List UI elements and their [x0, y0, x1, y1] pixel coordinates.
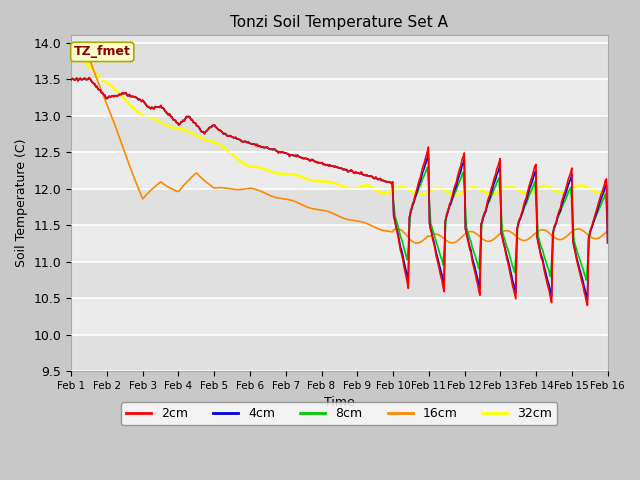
- Legend: 2cm, 4cm, 8cm, 16cm, 32cm: 2cm, 4cm, 8cm, 16cm, 32cm: [122, 402, 557, 425]
- Bar: [71, 152, 607, 189]
- Bar: [71, 116, 607, 152]
- Bar: [71, 298, 607, 335]
- Title: Tonzi Soil Temperature Set A: Tonzi Soil Temperature Set A: [230, 15, 449, 30]
- X-axis label: Time: Time: [324, 396, 355, 409]
- Bar: [71, 79, 607, 116]
- Bar: [71, 262, 607, 298]
- Bar: [71, 43, 607, 79]
- Y-axis label: Soil Temperature (C): Soil Temperature (C): [15, 139, 28, 267]
- Bar: [71, 189, 607, 225]
- Bar: [71, 225, 607, 262]
- Text: TZ_fmet: TZ_fmet: [74, 46, 131, 59]
- Bar: [71, 335, 607, 371]
